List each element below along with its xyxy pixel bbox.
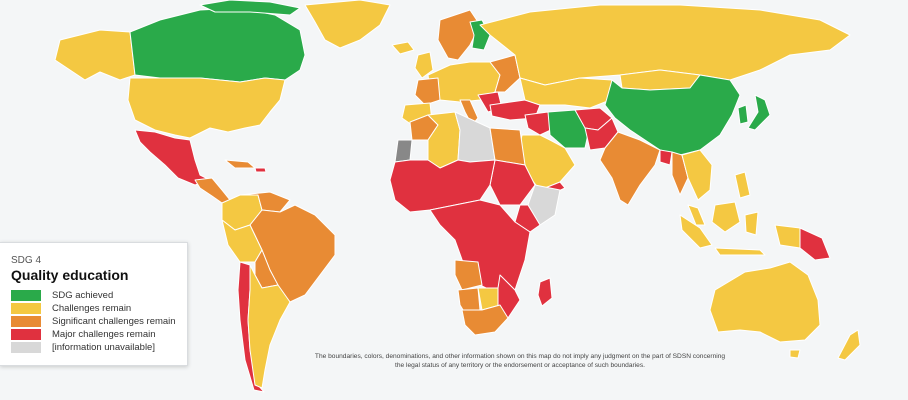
- region-china[interactable]: [604, 74, 741, 156]
- legend-swatch: [11, 342, 41, 353]
- region-syria-iraq[interactable]: [524, 111, 556, 136]
- region-ethiopia[interactable]: [514, 204, 541, 233]
- region-central-africa[interactable]: [429, 199, 531, 296]
- region-central-asia[interactable]: [519, 77, 613, 109]
- region-algeria[interactable]: [427, 111, 461, 169]
- legend-label: Major challenges remain: [52, 329, 156, 340]
- region-philippines[interactable]: [734, 171, 751, 199]
- region-greenland[interactable]: [304, 0, 391, 49]
- legend-label: SDG achieved: [52, 290, 114, 301]
- region-new-zealand[interactable]: [837, 329, 861, 361]
- legend-item[interactable]: [information unavailable]: [11, 341, 177, 354]
- region-korea[interactable]: [737, 104, 749, 125]
- region-horn-of-africa[interactable]: [527, 184, 561, 226]
- region-caribbean-east[interactable]: [254, 167, 267, 173]
- legend-swatch: [11, 290, 41, 301]
- region-australia[interactable]: [709, 261, 821, 343]
- region-papua-new-guinea[interactable]: [799, 227, 831, 261]
- region-sulawesi[interactable]: [744, 211, 759, 236]
- region-bangladesh[interactable]: [659, 149, 673, 166]
- legend-item[interactable]: SDG achieved: [11, 289, 177, 302]
- legend-swatch: [11, 303, 41, 314]
- legend-label: Significant challenges remain: [52, 316, 176, 327]
- region-indonesia-java[interactable]: [714, 247, 766, 256]
- region-india[interactable]: [599, 131, 661, 206]
- region-united-states[interactable]: [127, 77, 286, 139]
- legend-label: [information unavailable]: [52, 342, 155, 353]
- region-france[interactable]: [414, 77, 441, 106]
- region-egypt[interactable]: [489, 127, 526, 166]
- region-sahel[interactable]: [389, 159, 496, 213]
- disclaimer-text: The boundaries, colors, denominations, a…: [314, 353, 726, 369]
- legend-panel: SDG 4 Quality education SDG achieved Chal…: [0, 242, 188, 366]
- legend-item[interactable]: Major challenges remain: [11, 328, 177, 341]
- legend-title: Quality education: [11, 267, 129, 283]
- region-scandinavia[interactable]: [437, 9, 481, 61]
- legend-subtitle: SDG 4: [11, 255, 42, 266]
- region-angola[interactable]: [454, 259, 483, 291]
- region-argentina[interactable]: [247, 264, 291, 389]
- legend-swatch: [11, 316, 41, 327]
- region-uk[interactable]: [414, 51, 434, 79]
- legend-item[interactable]: Challenges remain: [11, 302, 177, 315]
- legend-items: SDG achieved Challenges remain Significant…: [11, 289, 177, 354]
- region-canada-arctic[interactable]: [199, 0, 301, 16]
- region-iceland[interactable]: [391, 41, 415, 55]
- region-indochina[interactable]: [681, 149, 713, 201]
- legend-swatch: [11, 329, 41, 340]
- region-tasmania[interactable]: [789, 349, 801, 359]
- region-south-africa[interactable]: [461, 304, 509, 336]
- region-indonesia-sumatra[interactable]: [679, 214, 713, 249]
- legend-label: Challenges remain: [52, 303, 132, 314]
- region-malaysia[interactable]: [687, 204, 706, 226]
- legend-item[interactable]: Significant challenges remain: [11, 315, 177, 328]
- region-madagascar[interactable]: [537, 277, 553, 307]
- region-japan[interactable]: [747, 94, 771, 131]
- region-indonesia-borneo[interactable]: [711, 201, 741, 233]
- region-western-sahara[interactable]: [394, 139, 413, 163]
- region-alaska[interactable]: [54, 29, 136, 81]
- region-mongolia[interactable]: [619, 69, 701, 91]
